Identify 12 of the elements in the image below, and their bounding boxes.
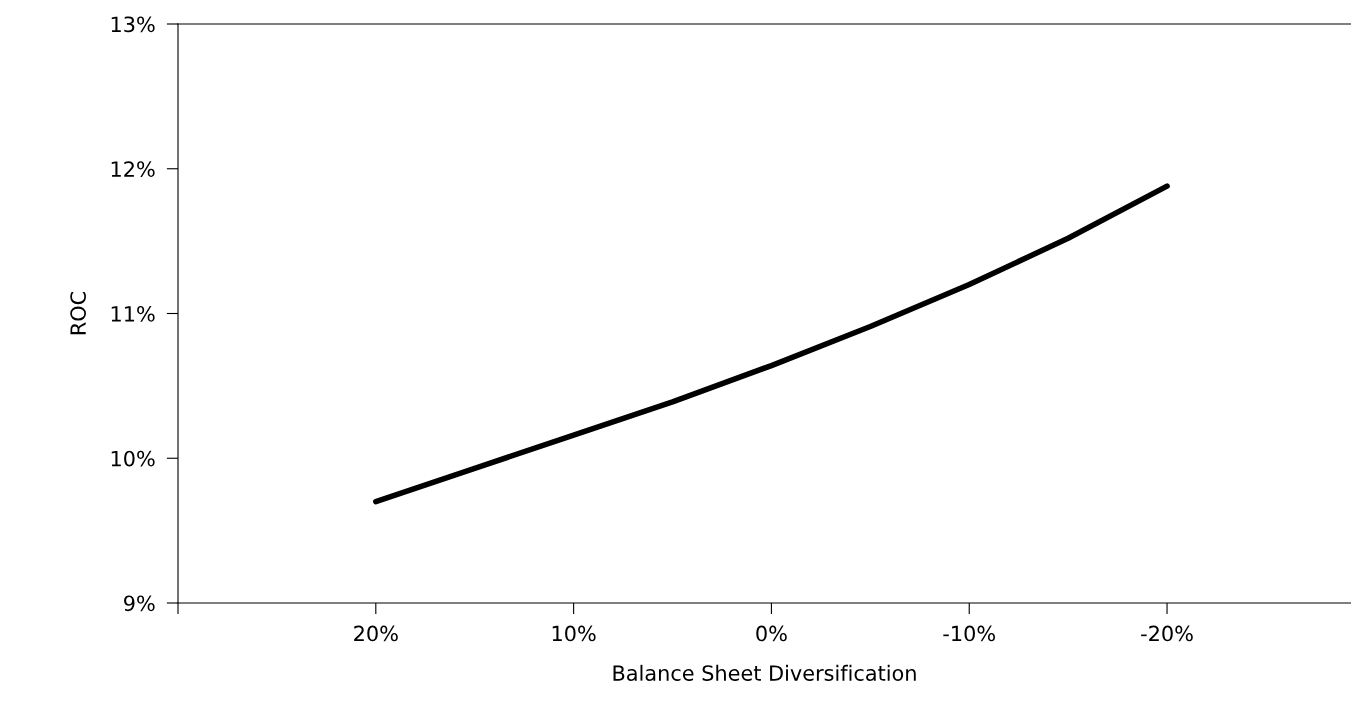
x-tick-label: 20%	[354, 625, 398, 642]
y-tick-label: 12%	[111, 161, 155, 177]
x-tick-label: -10%	[943, 625, 995, 642]
y-tick-label: 10%	[111, 450, 155, 467]
x-tick-label: -20%	[1141, 625, 1193, 642]
y-tick-label: 13%	[111, 16, 155, 33]
y-axis-title: ROC	[70, 291, 86, 335]
x-tick-label: 0%	[756, 625, 787, 642]
y-tick-label: 9%	[124, 595, 155, 612]
y-tick-label: 11%	[111, 305, 155, 322]
x-tick-label: 10%	[552, 625, 596, 642]
x-axis-title: Balance Sheet Diversification	[613, 664, 916, 681]
